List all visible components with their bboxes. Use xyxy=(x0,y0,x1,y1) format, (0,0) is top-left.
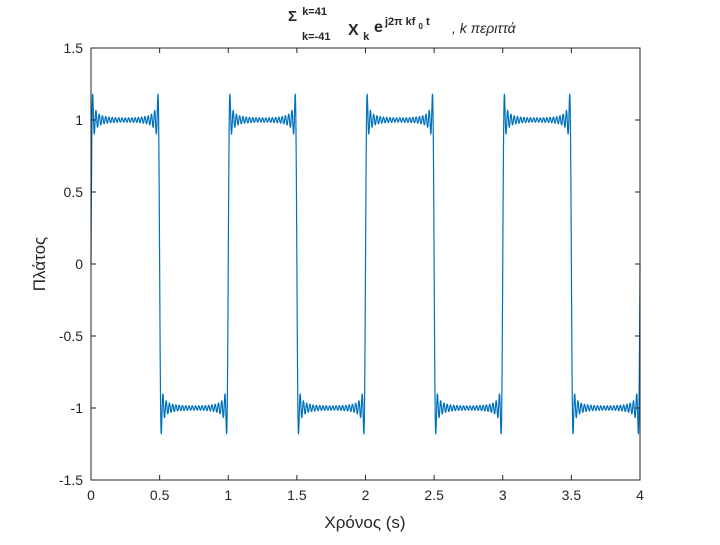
x-tick-label: 1 xyxy=(224,487,232,503)
title-lower-limit: k=-41 xyxy=(302,31,330,43)
series-curve-group xyxy=(90,93,641,435)
y-tick-label: -1.5 xyxy=(59,472,83,488)
x-tick-label: 4 xyxy=(636,487,644,503)
y-tick-label: -1 xyxy=(71,400,84,416)
title-base: e xyxy=(374,19,383,36)
title-note: , k περιττά xyxy=(452,20,517,36)
y-axis-label: Πλάτος xyxy=(30,237,49,291)
y-tick-label: 1.5 xyxy=(64,40,84,56)
x-axis: 0 0.5 1 1.5 2 2.5 3 3.5 4 xyxy=(87,48,644,503)
series-line xyxy=(90,93,641,435)
x-tick-label: 0 xyxy=(87,487,95,503)
x-tick-label: 1.5 xyxy=(287,487,307,503)
title-sigma: Σ xyxy=(288,8,297,25)
x-axis-label: Χρόνος (s) xyxy=(324,513,405,532)
y-tick-label: 0 xyxy=(75,256,83,272)
title-exp-tail: t xyxy=(426,16,430,28)
svg-text:Σ k=41: Σ k=41 xyxy=(288,6,327,25)
title-coef: X xyxy=(348,22,359,39)
x-tick-label: 2.5 xyxy=(424,487,444,503)
y-axis: -1.5 -1 -0.5 0 0.5 1 1.5 xyxy=(59,40,640,488)
chart-title: Σ k=41 k=-41 X k e j2π kf 0 t , k περιττ… xyxy=(288,6,517,43)
title-exp-main: j2π kf xyxy=(384,16,416,28)
title-coef-sub: k xyxy=(363,31,370,43)
svg-text:j2π kf 0 t: j2π kf 0 t xyxy=(384,16,430,32)
y-tick-label: 0.5 xyxy=(64,184,84,200)
x-tick-label: 0.5 xyxy=(150,487,170,503)
x-tick-label: 3 xyxy=(499,487,507,503)
y-tick-label: 1 xyxy=(75,112,83,128)
x-tick-label: 2 xyxy=(362,487,370,503)
y-tick-label: -0.5 xyxy=(59,328,83,344)
title-exp-sub: 0 xyxy=(419,22,424,31)
x-tick-label: 3.5 xyxy=(562,487,582,503)
svg-text:X k: X k xyxy=(348,22,370,43)
title-upper-limit: k=41 xyxy=(302,6,327,18)
